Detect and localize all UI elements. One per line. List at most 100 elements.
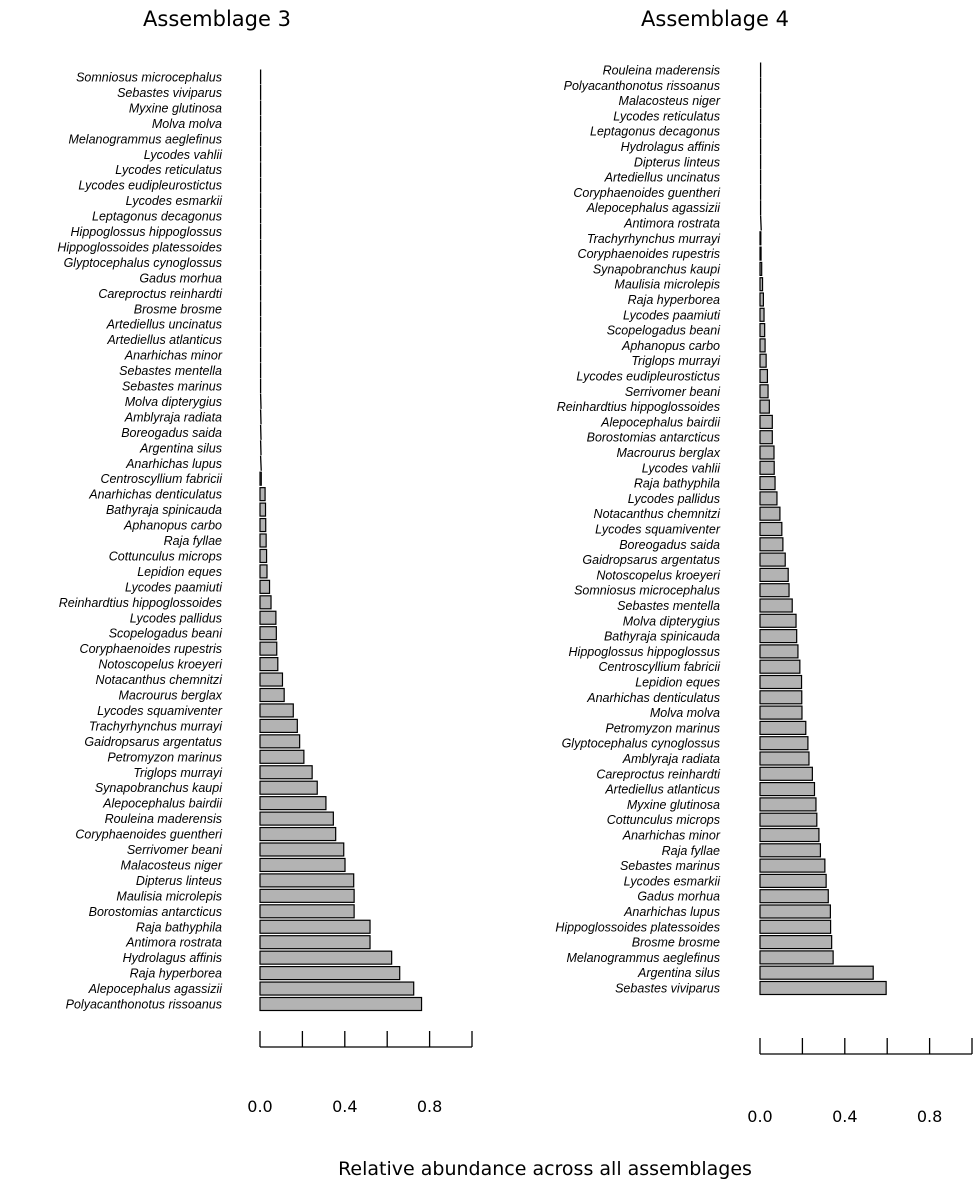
bar	[759, 858, 826, 873]
bar	[759, 399, 770, 414]
species-label: Coryphaenoides guentheri	[75, 828, 223, 842]
bar	[759, 843, 822, 858]
bar	[259, 904, 355, 919]
species-label: Aphanopus carbo	[621, 339, 720, 353]
bar	[759, 231, 762, 246]
species-label: Polyacanthonotus rissoanus	[564, 79, 720, 93]
bar	[759, 353, 767, 368]
species-label: Antimora rostrata	[125, 936, 222, 950]
bar	[759, 537, 784, 552]
bar	[759, 384, 769, 399]
species-label: Triglops murrayi	[133, 766, 223, 780]
bar	[259, 626, 277, 641]
species-label: Raja hyperborea	[628, 293, 720, 307]
bar	[759, 445, 775, 460]
bar	[259, 873, 355, 888]
species-label: Alepocephalus bairdii	[102, 797, 223, 811]
species-label: Anarhichas denticulatus	[88, 488, 222, 502]
species-label: Sebastes viviparus	[615, 982, 720, 996]
bar	[759, 628, 798, 644]
bar	[759, 246, 762, 261]
bar	[259, 780, 318, 795]
bar	[759, 215, 762, 231]
species-label: Petromyzon marinus	[605, 721, 720, 735]
species-label: Glyptocephalus cynoglossus	[562, 737, 720, 751]
species-label: Hippoglossus hippoglossus	[569, 645, 720, 659]
species-label: Centroscyllium fabricii	[598, 660, 721, 674]
species-label: Notoscopelus kroeyeri	[98, 658, 223, 672]
species-label: Artediellus atlanticus	[106, 333, 222, 347]
species-label: Somniosus microcephalus	[574, 584, 720, 598]
species-label: Lycodes reticulatus	[115, 163, 222, 177]
bar	[759, 552, 786, 567]
bar	[259, 672, 284, 687]
bar	[259, 935, 371, 950]
species-label: Molva dipterygius	[623, 614, 720, 628]
bar	[759, 751, 810, 766]
species-label: Hippoglossoides platessoides	[57, 240, 222, 254]
x-tick-label: 0.4	[332, 1097, 357, 1116]
bar	[759, 766, 813, 781]
species-label: Boreogadus saida	[619, 538, 720, 552]
species-label: Lycodes pallidus	[130, 611, 222, 625]
species-label: Hydrolagus affinis	[621, 140, 720, 154]
species-label: Malacosteus niger	[121, 858, 223, 872]
species-label: Sebastes viviparus	[117, 86, 222, 100]
x-axis-label: Relative abundance across all assemblage…	[338, 1158, 752, 1180]
bar	[259, 656, 279, 672]
species-label: Raja hyperborea	[130, 967, 222, 981]
bar	[259, 811, 334, 826]
species-label: Brosme brosme	[134, 302, 222, 316]
bar	[759, 690, 803, 705]
species-label: Sebastes mentella	[119, 364, 222, 378]
species-label: Coryphaenoides guentheri	[573, 186, 721, 200]
species-label: Careproctus reinhardti	[98, 287, 223, 301]
bar	[759, 904, 831, 919]
species-label: Lycodes esmarkii	[624, 874, 722, 888]
species-label: Coryphaenoides rupestris	[80, 642, 222, 656]
bar	[759, 919, 832, 934]
species-label: Hippoglossoides platessoides	[555, 920, 720, 934]
species-label: Gaidropsarus argentatus	[582, 553, 720, 567]
species-label: Molva dipterygius	[125, 395, 222, 409]
species-label: Argentina silus	[139, 441, 222, 455]
species-label: Gadus morhua	[637, 890, 720, 904]
bar	[759, 720, 807, 736]
species-label: Artediellus uncinatus	[106, 318, 222, 332]
bar	[259, 842, 345, 857]
species-label: Macrourus berglax	[118, 689, 222, 703]
species-label: Polyacanthonotus rissoanus	[66, 998, 222, 1012]
species-label: Anarhichas minor	[124, 349, 223, 363]
species-label: Sebastes marinus	[122, 380, 222, 394]
bar	[259, 455, 262, 471]
species-label: Triglops murrayi	[631, 354, 721, 368]
bar	[759, 277, 764, 292]
species-label: Cottunculus microps	[607, 813, 720, 827]
species-label: Maulisia microlepis	[116, 889, 222, 903]
species-label: Rouleina maderensis	[105, 812, 222, 826]
species-label: Gadus morhua	[139, 271, 222, 285]
bar	[759, 674, 803, 690]
species-label: Alepocephalus bairdii	[600, 415, 721, 429]
bar	[259, 595, 272, 610]
species-label: Myxine glutinosa	[627, 798, 720, 812]
species-label: Anarhichas lupus	[125, 457, 222, 471]
species-label: Careproctus reinhardti	[596, 767, 721, 781]
species-label: Myxine glutinosa	[129, 101, 222, 115]
bar	[759, 736, 809, 751]
species-label: Boreogadus saida	[121, 426, 222, 440]
species-label: Amblyraja radiata	[622, 752, 720, 766]
bar	[759, 414, 773, 429]
species-label: Synapobranchus kaupi	[95, 781, 223, 795]
species-label: Leptagonus decagonus	[590, 125, 720, 139]
panel-2: Assemblage 4 Rouleina maderensisPolyacant…	[555, 7, 973, 1126]
bar	[759, 307, 765, 322]
species-label: Borostomias antarcticus	[89, 905, 222, 919]
bar	[259, 487, 266, 502]
species-label: Reinhardtius hippoglossoides	[59, 596, 222, 610]
bar	[259, 610, 277, 625]
bar	[759, 934, 833, 950]
panel-title: Assemblage 3	[143, 7, 291, 31]
